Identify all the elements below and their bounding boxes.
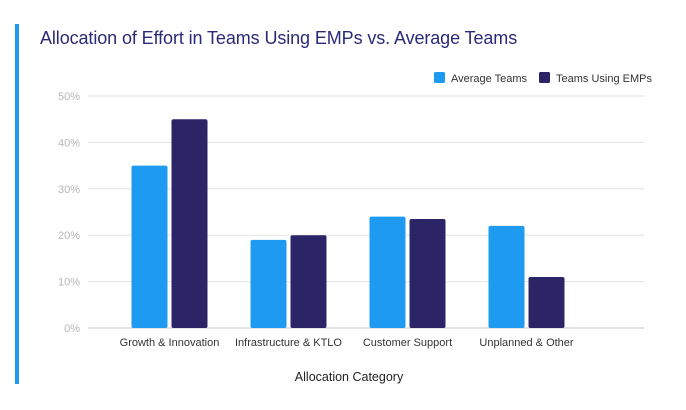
y-tick-label: 30%	[58, 184, 80, 196]
bar-teams-using-emps	[290, 235, 327, 328]
y-tick-label: 50%	[58, 91, 80, 103]
bar-average-teams	[250, 239, 287, 328]
bars	[131, 119, 565, 328]
legend-swatch	[434, 72, 445, 83]
y-tick-label: 40%	[58, 137, 80, 149]
legend-swatch	[539, 72, 550, 83]
legend: Average Teams Teams Using EMPs	[434, 72, 652, 85]
x-axis-title: Allocation Category	[295, 370, 404, 384]
legend-label: Teams Using EMPs	[556, 73, 652, 85]
bar-teams-using-emps	[171, 119, 208, 328]
legend-label: Average Teams	[451, 73, 528, 85]
category-label: Growth & Innovation	[120, 337, 220, 349]
category-label: Unplanned & Other	[479, 337, 574, 349]
category-label: Customer Support	[363, 337, 452, 349]
accent-bar	[15, 24, 19, 384]
category-label: Infrastructure & KTLO	[235, 337, 342, 349]
bar-teams-using-emps	[528, 276, 565, 328]
bar-teams-using-emps	[409, 218, 446, 328]
chart-title: Allocation of Effort in Teams Using EMPs…	[40, 28, 518, 48]
y-tick-label: 20%	[58, 230, 80, 242]
y-tick-label: 0%	[64, 323, 80, 335]
bar-average-teams	[488, 225, 525, 328]
bar-average-teams	[131, 165, 168, 328]
category-labels: Growth & Innovation Infrastructure & KTLO…	[120, 337, 574, 349]
y-tick-labels: 0% 10% 20% 30% 40% 50%	[58, 91, 80, 335]
y-tick-label: 10%	[58, 277, 80, 289]
bar-average-teams	[369, 216, 406, 328]
